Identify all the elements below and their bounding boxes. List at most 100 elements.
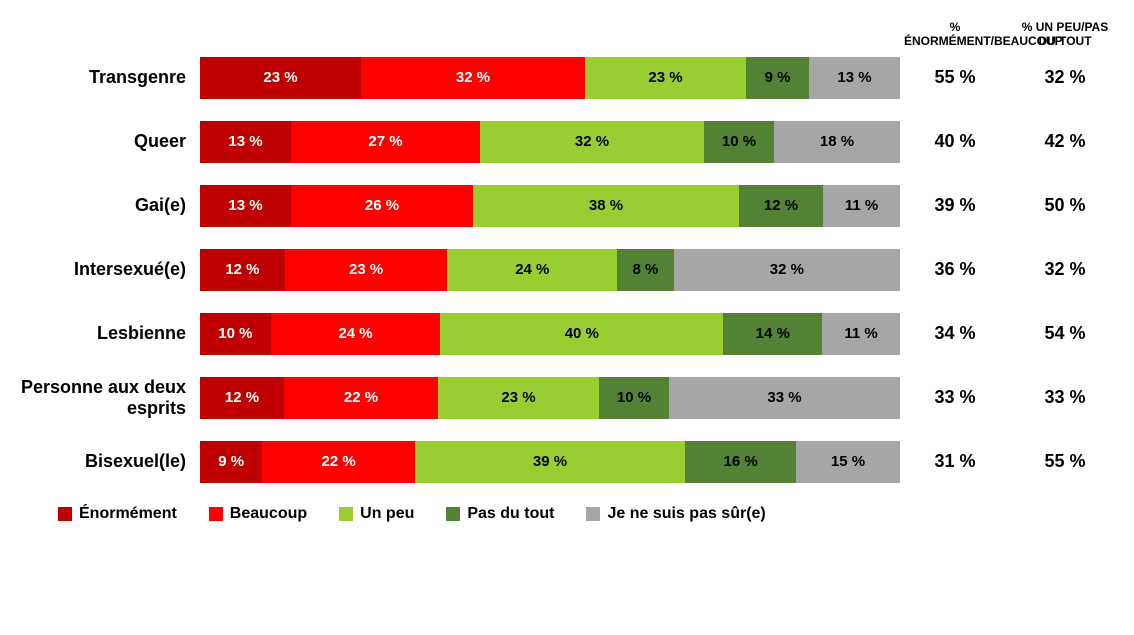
segment-value: 14 % bbox=[756, 325, 790, 342]
segment-value: 38 % bbox=[589, 197, 623, 214]
bar-segment-enormement: 23 % bbox=[200, 57, 361, 99]
legend-label: Pas du tout bbox=[467, 505, 554, 523]
legend-label: Un peu bbox=[360, 505, 414, 523]
legend-swatch-icon bbox=[58, 507, 72, 521]
legend-swatch-icon bbox=[209, 507, 223, 521]
summary-header-1: % ÉNORMÉMENT/BEAUCOUP bbox=[900, 20, 1010, 49]
segment-value: 40 % bbox=[565, 325, 599, 342]
chart-row: Personne aux deux esprits12 %22 %23 %10 … bbox=[20, 377, 1114, 419]
legend-swatch-icon bbox=[446, 507, 460, 521]
row-label: Queer bbox=[20, 131, 200, 152]
stacked-bar: 23 %32 %23 %9 %13 % bbox=[200, 57, 900, 99]
bar-segment-pas_du_tout: 16 % bbox=[685, 441, 796, 483]
bar-segment-enormement: 12 % bbox=[200, 377, 284, 419]
segment-value: 24 % bbox=[338, 325, 372, 342]
summary-value-1: 34 % bbox=[900, 323, 1010, 344]
bar-segment-pas_sur: 11 % bbox=[822, 313, 900, 355]
bar-segment-un_peu: 40 % bbox=[440, 313, 723, 355]
bar-segment-pas_sur: 33 % bbox=[669, 377, 900, 419]
segment-value: 13 % bbox=[228, 133, 262, 150]
segment-value: 26 % bbox=[365, 197, 399, 214]
summary-value-1: 33 % bbox=[900, 387, 1010, 408]
summary-header-row: % ÉNORMÉMENT/BEAUCOUP % UN PEU/PAS DU TO… bbox=[20, 20, 1114, 49]
summary-header-2: % UN PEU/PAS DU TOUT bbox=[1010, 20, 1120, 49]
stacked-bar: 13 %27 %32 %10 %18 % bbox=[200, 121, 900, 163]
segment-value: 32 % bbox=[456, 69, 490, 86]
segment-value: 12 % bbox=[764, 197, 798, 214]
bar-segment-un_peu: 23 % bbox=[438, 377, 599, 419]
segment-value: 39 % bbox=[533, 453, 567, 470]
summary-value-2: 32 % bbox=[1010, 67, 1120, 88]
chart-row: Gai(e)13 %26 %38 %12 %11 %39 %50 % bbox=[20, 185, 1114, 227]
segment-value: 23 % bbox=[263, 69, 297, 86]
bar-segment-pas_du_tout: 8 % bbox=[617, 249, 674, 291]
stacked-bar-chart: % ÉNORMÉMENT/BEAUCOUP % UN PEU/PAS DU TO… bbox=[20, 20, 1114, 523]
summary-value-2: 55 % bbox=[1010, 451, 1120, 472]
chart-row: Bisexuel(le)9 %22 %39 %16 %15 %31 %55 % bbox=[20, 441, 1114, 483]
segment-value: 12 % bbox=[225, 389, 259, 406]
legend-label: Je ne suis pas sûr(e) bbox=[607, 505, 765, 523]
bar-segment-beaucoup: 32 % bbox=[361, 57, 585, 99]
stacked-bar: 9 %22 %39 %16 %15 % bbox=[200, 441, 900, 483]
stacked-bar: 12 % 22 % 23 % 10 % 33 % bbox=[200, 377, 900, 419]
bar-segment-un_peu: 32 % bbox=[480, 121, 704, 163]
segment-value: 23 % bbox=[501, 389, 535, 406]
summary-value-1: 40 % bbox=[900, 131, 1010, 152]
segment-value: 13 % bbox=[837, 69, 871, 86]
segment-value: 10 % bbox=[218, 325, 252, 342]
row-label: Intersexué(e) bbox=[20, 259, 200, 280]
segment-value: 24 % bbox=[515, 261, 549, 278]
bar-segment-beaucoup: 24 % bbox=[271, 313, 441, 355]
segment-value: 9 % bbox=[218, 453, 244, 470]
summary-value-2: 32 % bbox=[1010, 259, 1120, 280]
legend-item-pas_sur: Je ne suis pas sûr(e) bbox=[586, 505, 765, 523]
segment-value: 22 % bbox=[344, 389, 378, 406]
bar-segment-pas_sur: 11 % bbox=[823, 185, 900, 227]
row-label: Transgenre bbox=[20, 67, 200, 88]
chart-row: Intersexué(e)12 % 23 % 24 % 8 % 32 %36 % 32 % bbox=[20, 249, 1114, 291]
segment-value: 11 % bbox=[844, 325, 877, 342]
bar-segment-enormement: 13 % bbox=[200, 185, 291, 227]
segment-value: 8 % bbox=[633, 261, 659, 278]
stacked-bar: 12 % 23 % 24 % 8 % 32 % bbox=[200, 249, 900, 291]
bar-segment-pas_sur: 32 % bbox=[674, 249, 900, 291]
row-label: Gai(e) bbox=[20, 195, 200, 216]
legend-item-un_peu: Un peu bbox=[339, 505, 414, 523]
bar-segment-enormement: 12 % bbox=[200, 249, 285, 291]
summary-value-1: 55 % bbox=[900, 67, 1010, 88]
bar-segment-beaucoup: 27 % bbox=[291, 121, 480, 163]
bar-segment-un_peu: 38 % bbox=[473, 185, 739, 227]
bar-segment-pas_du_tout: 10 % bbox=[599, 377, 669, 419]
segment-value: 22 % bbox=[322, 453, 356, 470]
legend-swatch-icon bbox=[339, 507, 353, 521]
bar-segment-pas_sur: 13 % bbox=[809, 57, 900, 99]
chart-legend: Énormément Beaucoup Un peu Pas du tout Je ne… bbox=[20, 505, 1114, 523]
legend-item-beaucoup: Beaucoup bbox=[209, 505, 307, 523]
row-label: Bisexuel(le) bbox=[20, 451, 200, 472]
chart-row: Lesbienne10 %24 %40 %14 %11 %34 %54 % bbox=[20, 313, 1114, 355]
bar-segment-pas_du_tout: 12 % bbox=[739, 185, 823, 227]
bar-segment-pas_du_tout: 9 % bbox=[746, 57, 809, 99]
stacked-bar: 10 % 24 % 40 % 14 % 11 % bbox=[200, 313, 900, 355]
bar-segment-beaucoup: 22 % bbox=[262, 441, 414, 483]
bar-segment-pas_du_tout: 14 % bbox=[723, 313, 822, 355]
segment-value: 32 % bbox=[770, 261, 804, 278]
chart-row: Transgenre23 %32 %23 %9 %13 %55 %32 % bbox=[20, 57, 1114, 99]
bar-segment-pas_du_tout: 10 % bbox=[704, 121, 774, 163]
legend-item-enormement: Énormément bbox=[58, 505, 177, 523]
summary-value-2: 50 % bbox=[1010, 195, 1120, 216]
summary-value-2: 54 % bbox=[1010, 323, 1120, 344]
segment-value: 33 % bbox=[767, 389, 801, 406]
legend-swatch-icon bbox=[586, 507, 600, 521]
bar-segment-beaucoup: 26 % bbox=[291, 185, 473, 227]
legend-label: Beaucoup bbox=[230, 505, 307, 523]
summary-value-1: 36 % bbox=[900, 259, 1010, 280]
legend-label: Énormément bbox=[79, 505, 177, 523]
bar-segment-un_peu: 23 % bbox=[585, 57, 746, 99]
segment-value: 11 % bbox=[845, 197, 878, 214]
bar-segment-enormement: 10 % bbox=[200, 313, 271, 355]
stacked-bar: 13 % 26 % 38 % 12 % 11 % bbox=[200, 185, 900, 227]
segment-value: 23 % bbox=[349, 261, 383, 278]
chart-row: Queer13 %27 %32 %10 %18 %40 %42 % bbox=[20, 121, 1114, 163]
segment-value: 27 % bbox=[368, 133, 402, 150]
